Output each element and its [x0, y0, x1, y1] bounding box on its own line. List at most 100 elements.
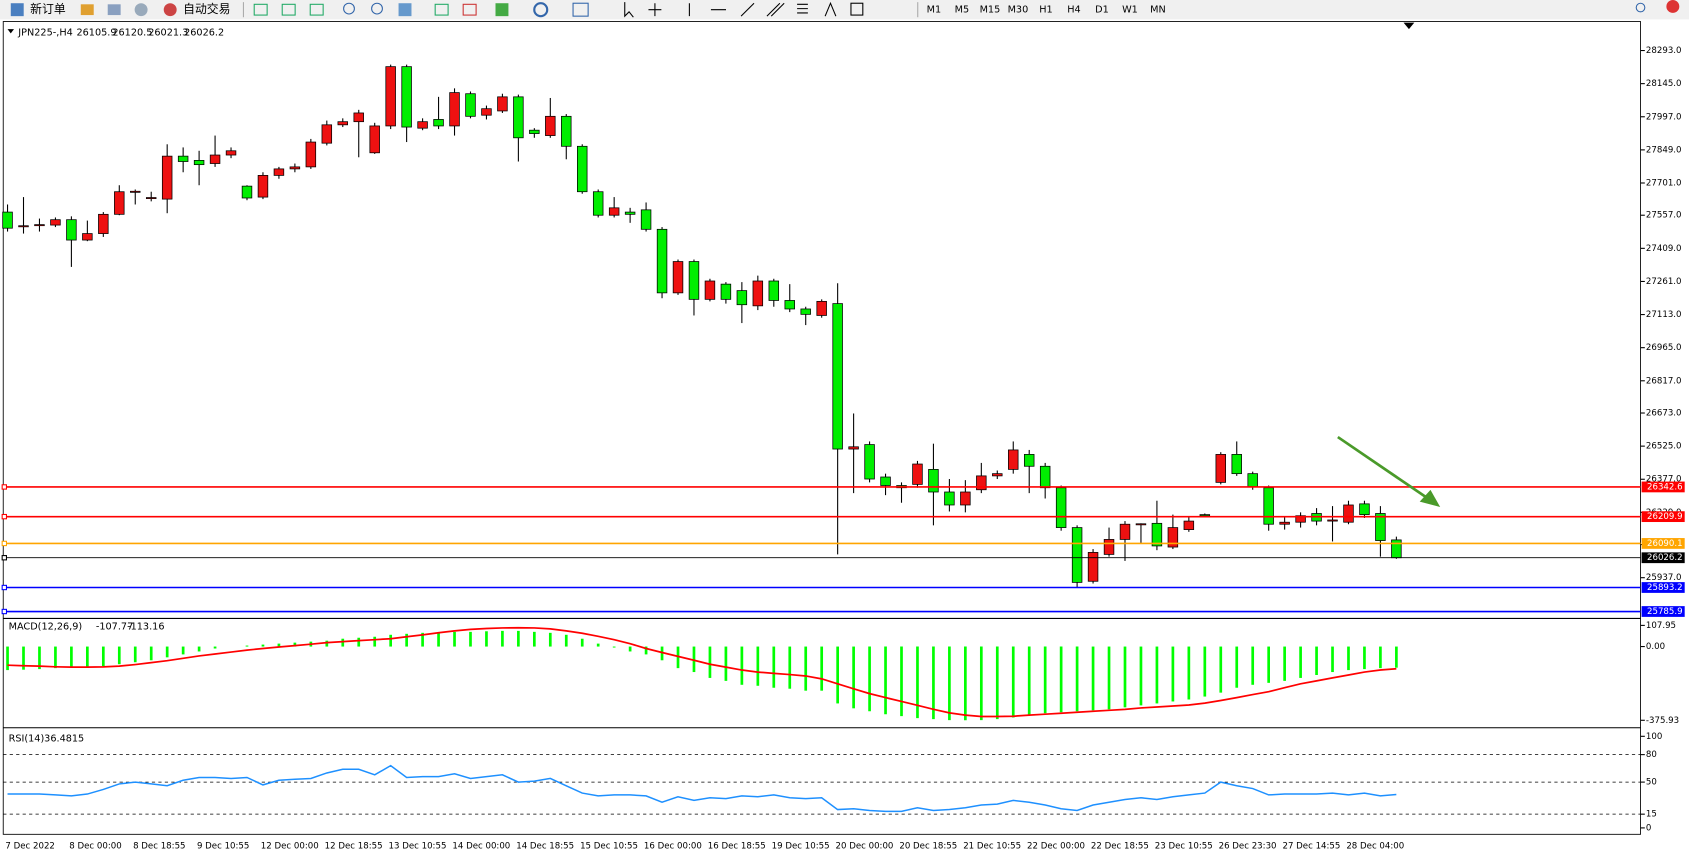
fibo-tool[interactable] — [797, 3, 808, 14]
y-tick-label: 26817.0 — [1646, 376, 1682, 386]
y-tick-label: 107.95 — [1646, 621, 1676, 631]
candle-body — [289, 166, 301, 170]
timeframe-button[interactable]: M15 — [980, 5, 1001, 16]
auto-trading-button[interactable]: 自动交易 — [183, 2, 230, 16]
candle-body — [337, 121, 349, 126]
candle-body — [545, 115, 556, 136]
x-tick-label: 21 Dec 10:55 — [963, 842, 1021, 852]
toolbar-icon[interactable] — [107, 4, 121, 16]
timeframe-button[interactable]: MN — [1150, 5, 1166, 16]
candle-body — [704, 280, 716, 300]
candle-body — [816, 300, 827, 316]
x-tick-label: 26 Dec 23:30 — [1219, 842, 1277, 852]
candle-body — [161, 155, 173, 200]
price-level-label: 26026.2 — [1647, 553, 1683, 563]
candle-body — [465, 93, 476, 117]
y-tick-label: 27113.0 — [1646, 310, 1682, 320]
toolbar-icon[interactable] — [495, 3, 509, 17]
channel-tool[interactable] — [766, 2, 785, 17]
timeframe-button[interactable]: M5 — [955, 5, 970, 16]
timeframe-button[interactable]: H1 — [1039, 5, 1052, 16]
text-tool[interactable] — [824, 1, 837, 17]
candle-body — [114, 191, 125, 215]
candle-body — [1151, 522, 1163, 547]
candle-body — [1215, 454, 1227, 483]
x-tick-label: 27 Dec 14:55 — [1282, 842, 1340, 852]
candle-body — [193, 160, 205, 166]
plot: 28293.0 28145.0 27997.0 27849.0 27701.0 27557… — [1, 27, 1685, 852]
toolbar-icon[interactable] — [434, 3, 449, 16]
candle-body — [1183, 520, 1195, 530]
price-level-marker — [1, 555, 8, 561]
candle-body — [98, 213, 109, 234]
notification-badge[interactable] — [1666, 0, 1680, 13]
y-tick-label: 80 — [1646, 750, 1657, 760]
candle-body — [1263, 487, 1274, 525]
candle-body — [513, 96, 524, 139]
toolbar-icon[interactable] — [80, 4, 94, 16]
timeframe-button[interactable]: M30 — [1008, 5, 1029, 16]
candle-body — [1087, 552, 1099, 582]
timeframe-button[interactable]: D1 — [1095, 5, 1109, 16]
crosshair-tool[interactable] — [648, 3, 662, 17]
candle-body — [1135, 523, 1147, 526]
title-marker — [7, 29, 15, 34]
x-tick-label: 13 Dec 10:55 — [389, 842, 447, 852]
label-tool[interactable] — [850, 2, 864, 16]
candle-body — [608, 207, 620, 216]
timeframe-button[interactable]: H4 — [1067, 5, 1080, 16]
candle-body — [736, 290, 748, 306]
line-tools[interactable] — [688, 2, 755, 17]
candle-body — [481, 108, 492, 116]
toolbar-icon[interactable] — [462, 3, 477, 16]
toolbar-icon[interactable] — [281, 3, 296, 16]
timeframe-button[interactable]: W1 — [1122, 5, 1138, 16]
toolbar-icon[interactable] — [253, 3, 268, 16]
toolbar-icon[interactable] — [533, 2, 549, 18]
new-order-button[interactable]: 新订单 — [30, 2, 66, 16]
zoom-in[interactable] — [343, 2, 355, 15]
x-tick-label: 20 Dec 00:00 — [835, 842, 893, 852]
candle-body — [257, 175, 269, 198]
price-level-label: 26342.6 — [1647, 482, 1683, 492]
new-order-icon[interactable] — [10, 3, 24, 17]
candle-body — [449, 92, 460, 127]
toolbar-icon[interactable] — [398, 3, 412, 17]
candle-body — [656, 228, 668, 294]
indicator-title: RSI(14) — [9, 734, 45, 745]
y-tick-label: 27409.0 — [1646, 244, 1682, 254]
candle-body — [800, 308, 811, 315]
toolbar-icon[interactable] — [309, 3, 324, 16]
price-level-label: 25893.2 — [1647, 583, 1683, 593]
candle-body — [225, 150, 237, 156]
timeframe-button[interactable]: M1 — [927, 5, 942, 16]
price-level-marker — [1, 540, 8, 547]
ohlc-value: 26105.9 — [76, 27, 116, 38]
toolbar-icon[interactable] — [134, 3, 148, 17]
candle-body — [864, 444, 875, 480]
cursor-tool[interactable] — [624, 2, 634, 18]
candle-body — [720, 283, 732, 300]
shift-marker — [1403, 22, 1415, 30]
candle-body — [928, 469, 939, 493]
candle-body — [592, 191, 604, 216]
candle-body — [1167, 527, 1179, 548]
auto-trading-icon[interactable] — [163, 3, 177, 17]
toolbar-icon[interactable] — [572, 2, 589, 17]
candle-body — [241, 185, 253, 199]
candle-body — [640, 209, 652, 230]
zoom-out[interactable] — [371, 2, 383, 15]
search-icon[interactable] — [1635, 2, 1646, 13]
ohlc-value: 26120.5 — [112, 27, 152, 38]
candle-body — [130, 190, 141, 193]
indicator-title: MACD(12,26,9) — [9, 622, 83, 633]
timeframes: M1 M5 M15 M30 H1 H4 D1 W1 MN — [927, 5, 1166, 16]
candle-body — [848, 446, 859, 450]
candle-body — [2, 211, 13, 229]
candle-body — [624, 211, 636, 215]
candle-body — [1247, 473, 1258, 488]
candle-body — [1391, 539, 1402, 559]
x-tick-label: 20 Dec 18:55 — [899, 842, 957, 852]
